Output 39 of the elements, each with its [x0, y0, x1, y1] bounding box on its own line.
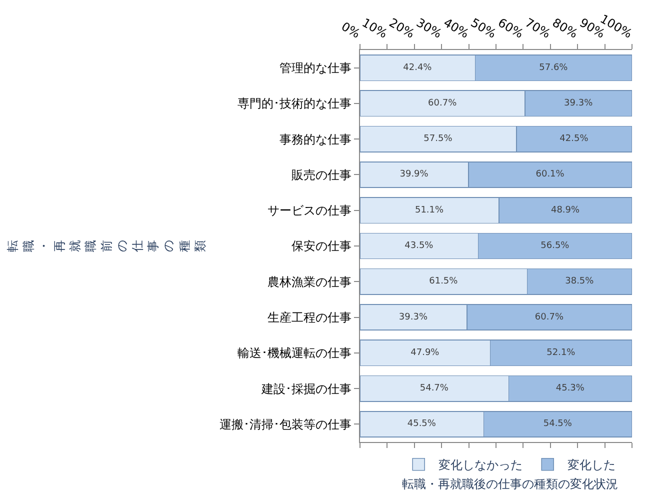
data-label: 42.5% — [560, 134, 589, 144]
y-tick-label: 事務的な仕事 — [280, 132, 352, 146]
y-tick-label: 販売の仕事 — [292, 168, 352, 182]
data-label: 52.1% — [546, 348, 576, 358]
data-label: 60.7% — [534, 312, 564, 322]
x-tick-label: 80% — [550, 16, 580, 41]
x-tick-label: 0% — [339, 19, 362, 41]
data-label: 56.5% — [540, 241, 570, 251]
data-label: 47.9% — [410, 348, 440, 358]
data-label: 39.3% — [398, 312, 428, 322]
data-label: 43.5% — [404, 241, 434, 251]
y-tick-label: 専門的･技術的な仕事 — [238, 96, 352, 111]
data-label: 39.3% — [564, 98, 594, 108]
data-label: 54.5% — [543, 419, 572, 430]
data-label: 45.5% — [407, 419, 436, 430]
data-label: 54.7% — [420, 384, 449, 394]
data-label: 60.7% — [428, 98, 458, 108]
x-axis-title: 転職・再就職後の仕事の種類の変化状況 — [402, 477, 618, 491]
data-label: 38.5% — [565, 276, 594, 287]
data-label: 61.5% — [429, 276, 458, 287]
y-tick-label: 輸送･機械運転の仕事 — [238, 346, 352, 360]
y-tick-label: 生産工程の仕事 — [268, 310, 352, 324]
data-label: 57.6% — [539, 62, 568, 73]
legend-label: 変化した — [568, 458, 616, 472]
y-tick-label: 農林漁業の仕事 — [268, 274, 352, 289]
data-label: 51.1% — [414, 205, 444, 216]
y-tick-label: 保安の仕事 — [292, 239, 352, 254]
legend-label: 変化しなかった — [438, 458, 523, 472]
data-label: 57.5% — [424, 134, 453, 144]
y-tick-label: 管理的な仕事 — [280, 61, 352, 76]
text: 転職・再就職前の仕事の種類 — [6, 240, 207, 252]
data-label: 42.4% — [403, 62, 432, 73]
y-tick-label: 運搬･清掃･包装等の仕事 — [220, 417, 352, 432]
data-label: 60.1% — [536, 170, 565, 180]
data-label: 48.9% — [550, 205, 580, 216]
y-tick-label: サービスの仕事 — [268, 204, 352, 218]
data-label: 45.3% — [556, 384, 585, 394]
data-label: 39.9% — [400, 170, 429, 180]
y-tick-label: 建設･採掘の仕事 — [260, 382, 352, 396]
